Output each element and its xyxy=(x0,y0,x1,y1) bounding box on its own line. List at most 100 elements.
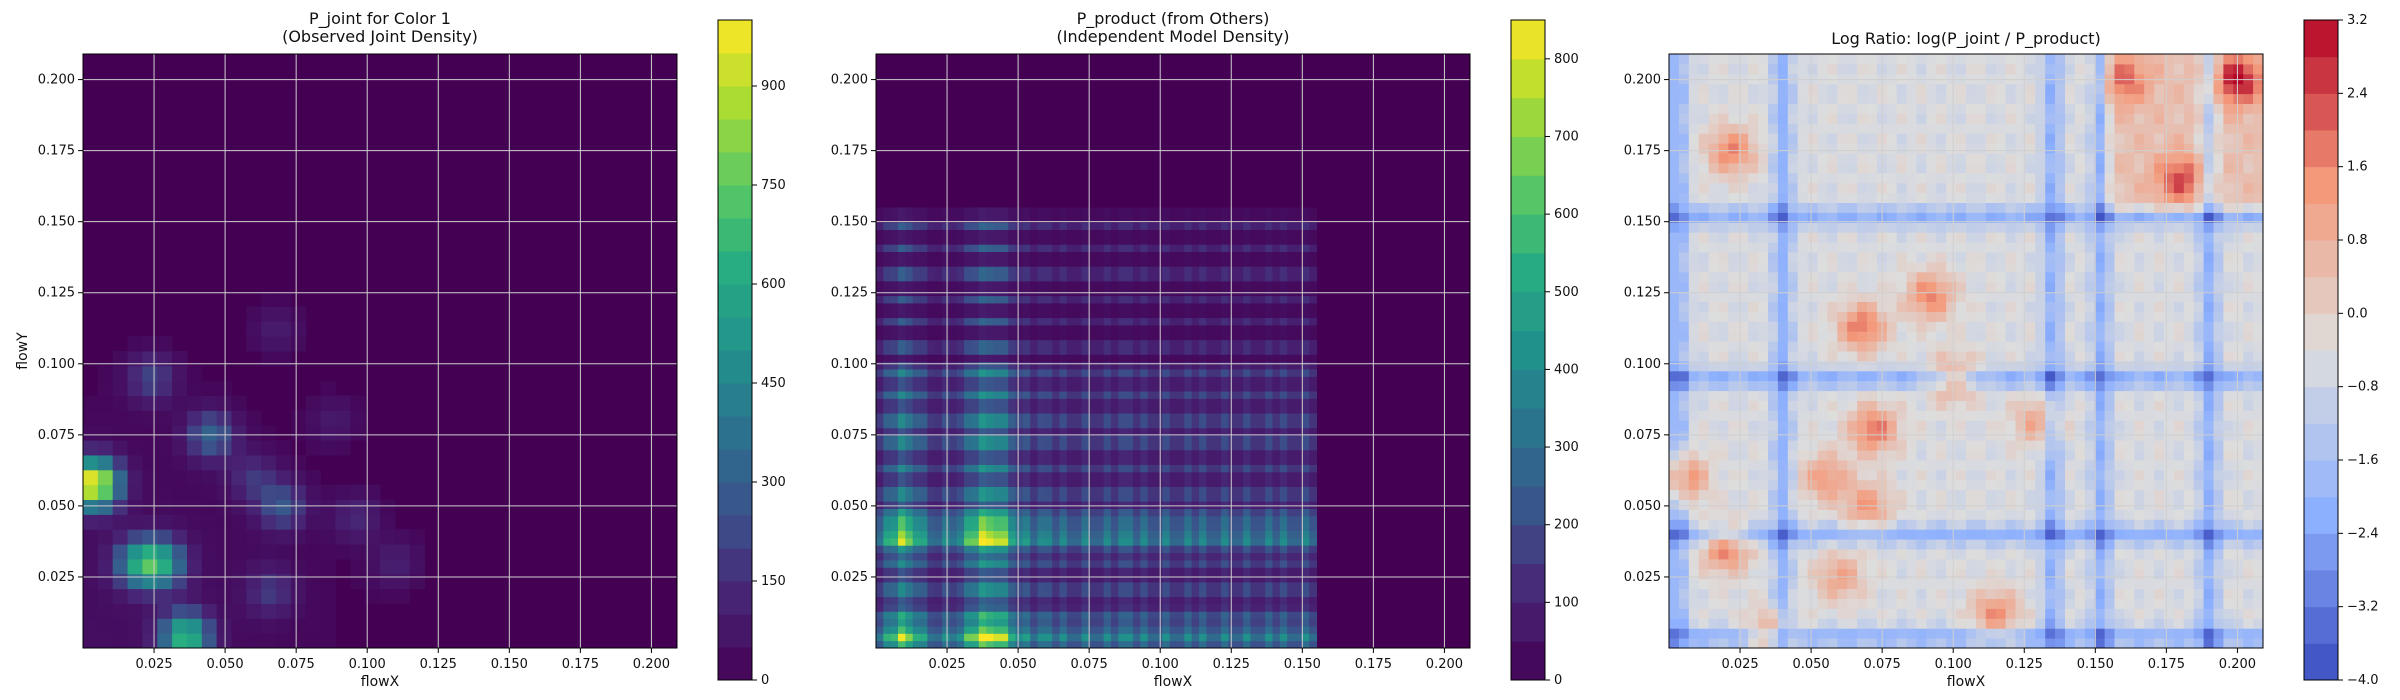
heatmap-cell xyxy=(1718,568,1729,580)
heatmap-cell xyxy=(1030,596,1039,605)
heatmap-cell xyxy=(971,523,980,532)
heatmap-cell xyxy=(1088,471,1097,480)
heatmap-cell xyxy=(1797,311,1809,322)
heatmap-cell xyxy=(986,266,994,275)
heatmap-cell xyxy=(1206,369,1215,377)
heatmap-cell xyxy=(1169,413,1178,421)
heatmap-cell xyxy=(1015,339,1024,348)
heatmap-cell xyxy=(1110,479,1119,487)
heatmap-cell xyxy=(1096,273,1105,282)
heatmap-cell xyxy=(1698,509,1710,520)
heatmap-cell xyxy=(1235,552,1244,561)
heatmap-cell xyxy=(1272,273,1281,282)
heatmap-cell xyxy=(1103,310,1112,319)
heatmap-cell xyxy=(1797,271,1809,283)
heatmap-cell xyxy=(1309,633,1318,642)
heatmap-cell xyxy=(1718,113,1729,124)
heatmap-cell xyxy=(1059,391,1068,399)
heatmap-cell xyxy=(1177,501,1185,509)
heatmap-cell xyxy=(1228,442,1237,451)
heatmap-cell xyxy=(1272,589,1281,598)
heatmap-cell xyxy=(1669,182,1680,194)
heatmap-cell xyxy=(1250,222,1259,230)
heatmap-cell xyxy=(1243,354,1251,363)
heatmap-cell xyxy=(305,618,322,634)
heatmap-cell xyxy=(1301,581,1310,590)
heatmap-cell xyxy=(883,339,892,348)
heatmap-cell xyxy=(1777,628,1789,639)
heatmap-cell xyxy=(949,288,958,297)
heatmap-cell xyxy=(883,280,892,289)
heatmap-cell xyxy=(1758,370,1769,382)
heatmap-cell xyxy=(1243,413,1251,421)
heatmap-cell xyxy=(1309,493,1318,502)
y-tick-label: 0.025 xyxy=(831,570,868,585)
heatmap-cell xyxy=(1728,489,1739,500)
heatmap-cell xyxy=(1140,537,1149,546)
heatmap-cell xyxy=(1265,302,1273,311)
heatmap-cell xyxy=(1088,236,1097,245)
heatmap-cell xyxy=(1301,302,1310,311)
heatmap-cell xyxy=(1777,450,1789,461)
heatmap-cell xyxy=(1155,236,1163,245)
heatmap-cell xyxy=(1250,258,1259,267)
heatmap-cell xyxy=(1748,331,1759,342)
heatmap-cell xyxy=(1309,501,1318,509)
heatmap-cell xyxy=(172,573,188,590)
heatmap-cell xyxy=(1177,273,1185,282)
heatmap-cell xyxy=(1066,515,1075,524)
heatmap-cell xyxy=(912,464,921,473)
heatmap-cell xyxy=(1235,479,1244,487)
heatmap-cell xyxy=(1309,273,1318,282)
colorbar-level xyxy=(1511,58,1545,99)
heatmap-cell xyxy=(1177,464,1185,473)
heatmap-cell xyxy=(1301,251,1310,260)
heatmap-cell xyxy=(971,383,980,392)
heatmap-cell xyxy=(1074,420,1083,429)
heatmap-cell xyxy=(83,588,99,604)
heatmap-cell xyxy=(1678,390,1690,401)
heatmap-cell xyxy=(1118,383,1127,392)
heatmap-cell xyxy=(1787,351,1799,362)
heatmap-cell xyxy=(920,222,928,230)
heatmap-cell xyxy=(1265,625,1273,634)
heatmap-cell xyxy=(1678,232,1690,243)
heatmap-cell xyxy=(1728,54,1739,65)
heatmap-cell xyxy=(142,425,158,441)
heatmap-cell xyxy=(1294,625,1303,634)
heatmap-cell xyxy=(971,310,980,319)
heatmap-cell xyxy=(1118,559,1127,568)
heatmap-cell xyxy=(1250,295,1259,304)
heatmap-cell xyxy=(1206,236,1215,245)
heatmap-cell xyxy=(261,588,277,604)
heatmap-cell xyxy=(1052,222,1061,230)
heatmap-cell xyxy=(898,361,906,370)
heatmap-cell xyxy=(912,449,921,458)
heatmap-cell xyxy=(1265,633,1273,642)
heatmap-cell xyxy=(1147,273,1156,282)
heatmap-cell xyxy=(1228,222,1237,230)
heatmap-cell xyxy=(1279,625,1288,634)
heatmap-cell xyxy=(927,324,936,333)
heatmap-cell xyxy=(1037,295,1046,304)
heatmap-cell xyxy=(1206,229,1215,238)
heatmap-cell xyxy=(1125,618,1134,627)
heatmap-cell xyxy=(1147,376,1156,385)
heatmap-cell xyxy=(1037,280,1046,289)
heatmap-cell xyxy=(1748,321,1759,332)
heatmap-cell xyxy=(883,383,892,392)
heatmap-cell xyxy=(1287,523,1295,532)
heatmap-cell xyxy=(1140,222,1149,230)
heatmap-cell xyxy=(157,469,173,486)
heatmap-cell xyxy=(1088,207,1097,216)
heatmap-cell xyxy=(186,365,203,382)
x-tick-label: 0.025 xyxy=(135,657,172,672)
heatmap-cell xyxy=(1797,351,1809,362)
heatmap-cell xyxy=(876,508,884,517)
heatmap-cell xyxy=(1221,567,1229,576)
colorbar-level xyxy=(1511,563,1545,603)
heatmap-cell xyxy=(1698,123,1710,134)
heatmap-cell xyxy=(971,625,980,634)
heatmap-cell xyxy=(1147,640,1156,648)
heatmap-cell xyxy=(876,574,884,583)
